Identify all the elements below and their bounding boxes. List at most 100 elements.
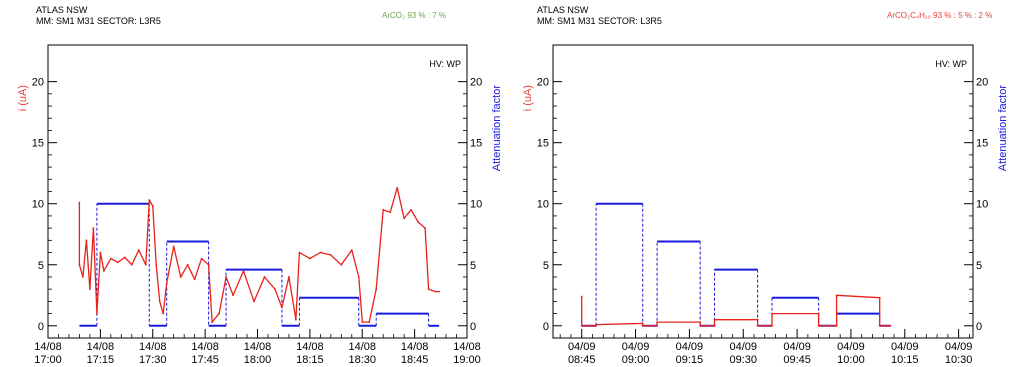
- current-point: [350, 249, 353, 252]
- current-point: [424, 227, 426, 230]
- x-tick-date-label: 04/09: [837, 341, 865, 353]
- y-tick-label-right: 5: [470, 260, 476, 272]
- y-tick-label-right: 20: [470, 77, 482, 89]
- y-tick-label-left: 20: [537, 77, 549, 89]
- x-tick-date-label: 14/08: [87, 341, 115, 353]
- x-tick-time-label: 18:15: [296, 354, 324, 366]
- x-tick-date-label: 14/08: [244, 341, 272, 353]
- x-tick-date-label: 04/09: [676, 341, 704, 353]
- current-point: [253, 300, 255, 303]
- current-point: [281, 306, 283, 309]
- x-tick-time-label: 09:15: [676, 354, 704, 366]
- x-tick-time-label: 19:00: [453, 354, 481, 366]
- current-point: [656, 321, 659, 324]
- y-tick-label-left: 15: [537, 138, 549, 150]
- x-tick-time-label: 10:15: [891, 354, 919, 366]
- current-point: [232, 294, 234, 297]
- x-tick-time-label: 17:30: [139, 354, 167, 366]
- current-point: [417, 221, 420, 223]
- current-point: [835, 324, 838, 327]
- current-point: [207, 263, 210, 266]
- y-axis-title-left: i (uA): [17, 85, 29, 111]
- y-tick-label-left: 5: [543, 260, 549, 272]
- x-tick-date-label: 04/09: [891, 341, 919, 353]
- current-point: [130, 263, 133, 266]
- x-tick-date-label: 14/08: [348, 341, 376, 353]
- x-tick-time-label: 18:30: [348, 354, 376, 366]
- current-line: [78, 187, 440, 323]
- current-point: [756, 324, 759, 327]
- x-tick-date-label: 04/09: [729, 341, 757, 353]
- x-tick-date-label: 14/08: [401, 341, 429, 353]
- current-point: [78, 263, 81, 266]
- current-point: [878, 324, 881, 327]
- x-tick-time-label: 17:00: [34, 354, 62, 366]
- detector-label: MM: SM1 M31 SECTOR: L3R5: [36, 16, 161, 26]
- x-tick-date-label: 14/08: [191, 341, 219, 353]
- current-point: [656, 324, 659, 327]
- current-point: [144, 263, 147, 266]
- current-point: [137, 249, 140, 252]
- current-point: [427, 288, 430, 291]
- current-point: [319, 251, 322, 254]
- current-point: [211, 321, 214, 324]
- x-tick-time-label: 08:45: [568, 354, 596, 366]
- current-point: [375, 288, 378, 291]
- y-tick-label-left: 0: [38, 321, 44, 333]
- x-tick-time-label: 09:30: [729, 354, 757, 366]
- current-point: [817, 324, 820, 327]
- current-point: [109, 257, 112, 260]
- current-point: [85, 239, 88, 242]
- detector-label: MM: SM1 M31 SECTOR: L3R5: [537, 16, 662, 26]
- current-point: [382, 208, 385, 211]
- current-point: [713, 324, 716, 327]
- current-point: [835, 294, 838, 297]
- x-tick-date-label: 04/09: [568, 341, 596, 353]
- current-point: [158, 300, 161, 303]
- x-tick-time-label: 17:15: [87, 354, 115, 366]
- y-axis-title-right: Attenuation factor: [491, 85, 503, 172]
- current-point: [200, 257, 203, 260]
- y-tick-label-right: 0: [470, 321, 476, 333]
- hv-label: HV: WP: [429, 59, 461, 69]
- y-tick-label-right: 15: [976, 138, 988, 150]
- current-point: [771, 324, 773, 327]
- x-tick-time-label: 09:45: [783, 354, 811, 366]
- current-point: [179, 276, 182, 278]
- current-point: [242, 269, 245, 272]
- current-point: [641, 324, 644, 327]
- current-line: [581, 294, 891, 327]
- current-point: [102, 269, 105, 272]
- x-tick-date-label: 04/09: [622, 341, 650, 353]
- x-tick-time-label: 18:00: [244, 354, 272, 366]
- current-point: [288, 276, 290, 278]
- current-point: [308, 257, 311, 260]
- current-point: [148, 199, 151, 201]
- current-point: [699, 324, 702, 327]
- current-point: [641, 322, 644, 325]
- current-point: [389, 211, 392, 214]
- x-tick-date-label: 14/08: [453, 341, 481, 353]
- current-point: [434, 290, 437, 293]
- y-tick-label-right: 0: [976, 321, 982, 333]
- x-tick-date-label: 14/08: [34, 341, 62, 353]
- x-tick-date-label: 14/08: [139, 341, 167, 353]
- hv-label: HV: WP: [935, 59, 967, 69]
- current-point: [368, 321, 371, 324]
- y-tick-label-left: 5: [38, 260, 44, 272]
- current-point: [151, 205, 154, 208]
- current-point: [78, 201, 81, 204]
- current-point: [225, 276, 227, 278]
- current-point: [162, 312, 165, 315]
- current-point: [889, 324, 892, 327]
- current-point: [817, 312, 820, 315]
- current-point: [89, 288, 91, 291]
- current-point: [771, 312, 773, 315]
- y-tick-label-right: 20: [976, 77, 988, 89]
- current-point: [410, 208, 413, 211]
- x-tick-time-label: 18:45: [401, 354, 429, 366]
- y-tick-label-right: 5: [976, 260, 982, 272]
- current-point: [116, 261, 119, 264]
- current-point: [186, 263, 189, 266]
- experiment-label: ATLAS NSW: [537, 5, 589, 15]
